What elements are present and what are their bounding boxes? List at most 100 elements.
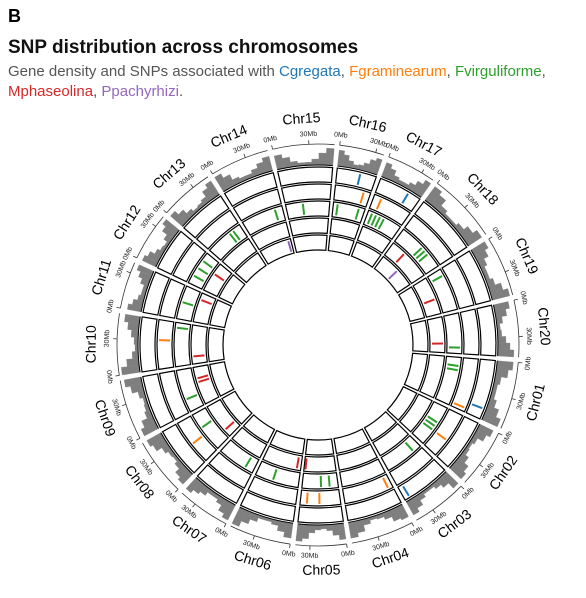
density-bar [295, 523, 304, 542]
track-cell [218, 273, 246, 305]
snp-mark [193, 354, 205, 358]
track-cell [173, 321, 192, 368]
track-cell [374, 177, 421, 213]
track-cell [223, 171, 278, 208]
track-cell [209, 361, 235, 397]
chromosome-label: Chr15 [282, 109, 321, 128]
track-cell [247, 475, 299, 506]
track-cell [208, 451, 252, 489]
track-cell [393, 228, 440, 275]
snp-mark [422, 422, 433, 431]
snp-mark [214, 273, 225, 282]
tick-label: 30Mb [508, 259, 521, 278]
track-cell [459, 308, 480, 356]
density-bar [497, 342, 511, 351]
track-cell [234, 252, 267, 284]
track-cell [183, 195, 230, 239]
track-cell [297, 505, 345, 524]
density-baseline [381, 176, 422, 198]
track-cell [231, 426, 268, 459]
snp-mark [375, 198, 383, 210]
track-cell [403, 214, 454, 266]
tick-mark [271, 145, 273, 150]
density-bar [318, 152, 327, 166]
track-cell [363, 410, 398, 442]
track-cell [423, 408, 464, 456]
chromosome-axis [464, 433, 499, 483]
chromosome-axis [181, 492, 227, 525]
snp-mark [272, 468, 278, 481]
snp-mark [229, 233, 238, 243]
legend-entry: Mphaseolina [8, 83, 94, 100]
track-cell [419, 354, 446, 399]
tick-label: 0Mb [409, 526, 424, 539]
tick-label: 30Mb [463, 192, 480, 210]
tick-mark [346, 543, 348, 548]
track-cell [426, 268, 459, 314]
chromosome-axis [351, 522, 413, 544]
snp-mark [374, 216, 381, 228]
chart-title: SNP distribution across chromosomes [8, 37, 359, 58]
track-cell [339, 458, 387, 488]
tick-mark [513, 298, 518, 301]
track-cell [411, 400, 449, 445]
tick-label: 30Mb [369, 137, 388, 149]
snp-mark [287, 240, 293, 253]
tick-mark [243, 153, 246, 158]
density-bar [497, 336, 507, 344]
chromosome-axis [119, 380, 141, 439]
density-bar [131, 329, 139, 338]
tick-label: 0Mb [385, 142, 400, 153]
track-cell [250, 221, 291, 251]
header: B SNP distribution across chromosomes Ge… [8, 6, 580, 102]
track-cell [158, 370, 190, 421]
chromosome-axis [136, 216, 164, 259]
track-cell [242, 414, 276, 444]
tick-mark [116, 306, 121, 309]
density-bar [121, 365, 141, 376]
track-cell [350, 241, 382, 268]
tick-mark [388, 153, 391, 158]
snp-mark [197, 374, 209, 380]
snp-mark [225, 421, 235, 431]
density-baseline [195, 477, 236, 506]
track-cell [202, 263, 233, 298]
snp-mark [412, 247, 423, 257]
snp-mark [388, 270, 398, 280]
tick-label: 0Mb [334, 131, 348, 139]
density-bar [314, 524, 321, 531]
tick-label: 0Mb [106, 299, 115, 314]
snp-mark [453, 402, 465, 409]
density-baseline [470, 249, 493, 301]
density-baseline [449, 423, 481, 469]
track-cell [262, 445, 304, 472]
track-cell [241, 204, 287, 237]
chromosome-label: Chr05 [302, 561, 341, 578]
tick-mark [498, 432, 503, 436]
panel-label: B [8, 6, 21, 26]
tick-label: 30Mb [301, 552, 319, 560]
track-cell [299, 488, 342, 507]
track-cell [434, 355, 463, 406]
snp-mark [335, 204, 339, 216]
tick-label: 0Mb [214, 527, 229, 540]
tick-mark [479, 464, 484, 468]
snp-mark [186, 394, 198, 401]
snp-mark [436, 432, 447, 441]
track-cell [207, 326, 225, 363]
snp-mark [427, 415, 438, 424]
track-cell [329, 218, 361, 240]
track-cell [327, 234, 355, 257]
track-cell [304, 438, 335, 456]
tick-mark [126, 271, 131, 274]
tick-label: 0Mb [281, 550, 296, 559]
track-cell [397, 286, 426, 323]
tick-mark [464, 204, 468, 208]
snp-mark [446, 367, 458, 372]
separator: , [340, 63, 350, 80]
tick-mark [375, 148, 378, 153]
subtitle-text: Gene density and SNPs associated with [8, 63, 275, 80]
tick-mark [289, 544, 291, 549]
track-cell [192, 364, 220, 405]
